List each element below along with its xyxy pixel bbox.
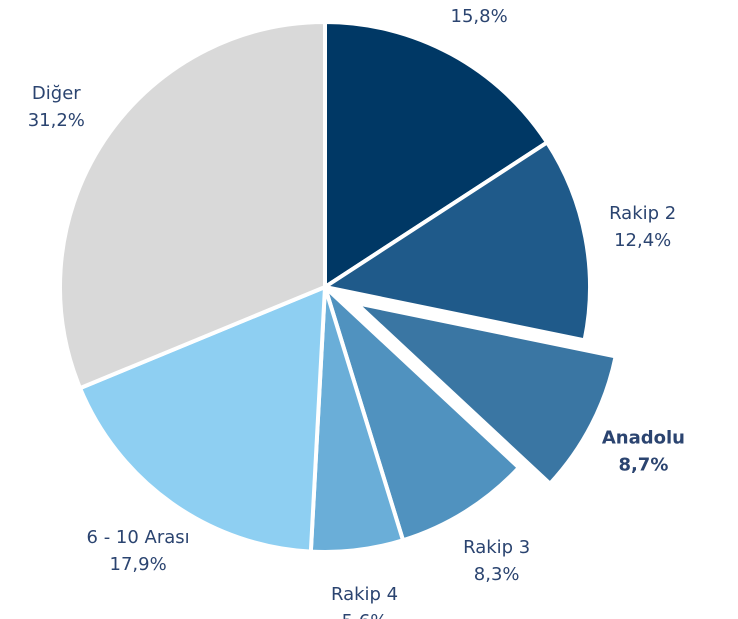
pie-slice: [354, 301, 618, 486]
pie-slice: [78, 285, 327, 554]
slice-value: 15,8%: [451, 6, 508, 27]
slice-value: 17,9%: [110, 554, 167, 575]
slice-name: Rakip 2: [609, 203, 676, 224]
slice-value: 31,2%: [28, 110, 85, 131]
slice-name: Rakip 4: [331, 584, 398, 605]
slice-name: Diğer: [32, 83, 81, 104]
pie-slice: [58, 20, 327, 391]
slice-name: Rakip 3: [463, 537, 530, 558]
slice-name: 6 - 10 Arası: [87, 527, 190, 548]
slice-value: 8,3%: [474, 564, 520, 585]
pie-slice: [323, 285, 521, 543]
pie-slice: [323, 20, 550, 289]
slice-value: 8,7%: [618, 454, 668, 475]
slice-value: 5,6%: [342, 611, 388, 619]
pie-slice: [323, 140, 592, 343]
slice-value: 12,4%: [614, 230, 671, 251]
slice-name: Anadolu: [602, 427, 685, 448]
